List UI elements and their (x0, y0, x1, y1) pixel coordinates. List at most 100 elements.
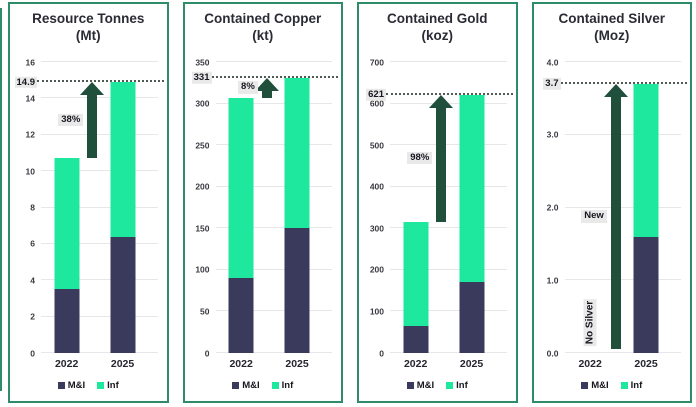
arrow-head-icon (603, 83, 628, 97)
legend-item-inf: Inf (446, 380, 468, 391)
arrow-shaft (610, 96, 621, 350)
gridline (215, 185, 332, 187)
y-axis: 0.0 1.0 2.0 3.0 4.0 3.7 (534, 58, 562, 357)
gridline (564, 279, 681, 281)
chart-title: Contained Gold (387, 11, 488, 26)
arrow-head-icon (429, 94, 454, 108)
legend: M&I Inf (359, 375, 516, 401)
arrow-shaft (87, 95, 98, 159)
x-axis-label-2025: 2025 (110, 358, 135, 370)
legend-item-mi: M&I (581, 380, 609, 391)
y-axis: 0 2 4 6 8 10 12 14 16 14.9 (10, 58, 38, 357)
plot-area: 2022 2025 8% (211, 61, 338, 370)
y-tick-label: 200 (195, 181, 210, 192)
legend-label-mi: M&I (416, 380, 435, 391)
bar-2025-mi-segment (633, 236, 659, 353)
x-axis-label-2022: 2022 (229, 358, 253, 370)
legend-item-mi: M&I (57, 380, 85, 391)
y-tick-label: 4 (30, 275, 35, 285)
gridline (564, 352, 681, 353)
chart-body: 0.0 1.0 2.0 3.0 4.0 3.7 2022 2025 New No Silver (534, 50, 691, 375)
y-axis: 0 50 100 150 200 250 300 350 331 (185, 58, 213, 357)
y-tick-label: 4.0 (546, 56, 559, 67)
chart-panel-contained-copper: Contained Copper (kt) 0 50 100 150 200 250 300 35… (182, 2, 343, 403)
plot-area: 2022 2025 New No Silver (560, 61, 687, 370)
gridline (390, 352, 507, 353)
gridline (215, 144, 332, 146)
legend-swatch-mi-icon (57, 382, 65, 389)
chart-panel-contained-gold: Contained Gold (koz) 0 100 200 300 400 500 600 70… (357, 2, 518, 403)
bar-2022-inf-segment (54, 158, 80, 290)
plot-area: 2022 2025 98% (386, 61, 513, 370)
arrow-head-icon (254, 77, 279, 91)
growth-arrow-icon (80, 82, 105, 159)
bar-2025-mi-segment (459, 282, 485, 353)
y-tick-label: 300 (369, 223, 384, 234)
legend-swatch-inf-icon (271, 382, 279, 389)
x-axis-label-2022: 2022 (403, 358, 428, 370)
growth-percent-label: 38% (58, 113, 84, 127)
gridline (41, 352, 158, 353)
bar-2025-inf-segment (633, 83, 659, 237)
gridline (41, 315, 158, 317)
y-tick-label: 0 (30, 347, 35, 358)
gridline (564, 206, 681, 208)
gridline (390, 185, 507, 187)
gridline (390, 268, 507, 270)
y-tick-label: 150 (195, 223, 210, 234)
bar-2025-mi-segment (110, 236, 136, 353)
legend-item-mi: M&I (406, 380, 435, 391)
target-dotted-line (211, 75, 338, 78)
gridline (215, 268, 332, 270)
y-tick-label: 6 (30, 238, 35, 249)
gridline (215, 227, 332, 229)
y-tick-label: 400 (369, 181, 384, 192)
chart-title: Resource Tonnes (32, 11, 145, 26)
target-value-label: 3.7 (543, 78, 561, 90)
arrow-shaft (436, 107, 447, 223)
gridline (390, 310, 507, 312)
y-tick-label: 1.0 (546, 275, 559, 285)
gridline (41, 170, 158, 172)
y-axis: 0 100 200 300 400 500 600 700 621 (359, 58, 387, 357)
legend: M&I Inf (10, 375, 167, 401)
legend-item-inf: Inf (97, 380, 119, 391)
no-silver-note: No Silver (583, 298, 597, 347)
y-tick-label: 700 (369, 56, 384, 67)
gridline (215, 102, 332, 104)
y-tick-label: 3.0 (546, 129, 559, 140)
growth-arrow-icon (254, 77, 279, 98)
chart-unit-subtitle: (koz) (421, 27, 454, 43)
legend-swatch-mi-icon (232, 382, 240, 389)
y-tick-label: 2.0 (546, 202, 559, 213)
gridline (41, 242, 158, 244)
chart-title: Contained Copper (204, 11, 322, 26)
legend-label-inf: Inf (281, 380, 294, 391)
legend-swatch-inf-icon (97, 382, 105, 389)
growth-arrow-icon (429, 94, 454, 223)
growth-percent-label: New (581, 210, 607, 223)
y-tick-label: 100 (369, 306, 384, 317)
chart-unit-subtitle: (kt) (252, 27, 274, 43)
legend-label-inf: Inf (456, 380, 468, 391)
bar-2025-inf-segment (459, 94, 485, 283)
gridline (41, 206, 158, 208)
legend-label-inf: Inf (107, 380, 119, 391)
chart-body: 0 50 100 150 200 250 300 350 331 2022 2025 8% (185, 50, 342, 375)
growth-percent-label: 8% (238, 81, 258, 94)
chart-unit-subtitle: (Mt) (75, 27, 101, 43)
y-tick-label: 14 (25, 93, 35, 104)
gridline (390, 61, 507, 62)
gridline (41, 133, 158, 135)
legend-swatch-mi-icon (581, 382, 589, 389)
gridline (215, 352, 332, 353)
bar-2025-mi-segment (284, 228, 310, 353)
chart-title: Contained Silver (558, 11, 666, 26)
legend-item-inf: Inf (620, 380, 642, 391)
y-tick-label: 350 (195, 56, 210, 67)
gridline (564, 61, 681, 62)
legend-item-mi: M&I (232, 380, 260, 391)
y-tick-label: 10 (25, 165, 35, 176)
x-axis-label-2025: 2025 (459, 358, 484, 370)
arrow-shaft (261, 90, 272, 98)
